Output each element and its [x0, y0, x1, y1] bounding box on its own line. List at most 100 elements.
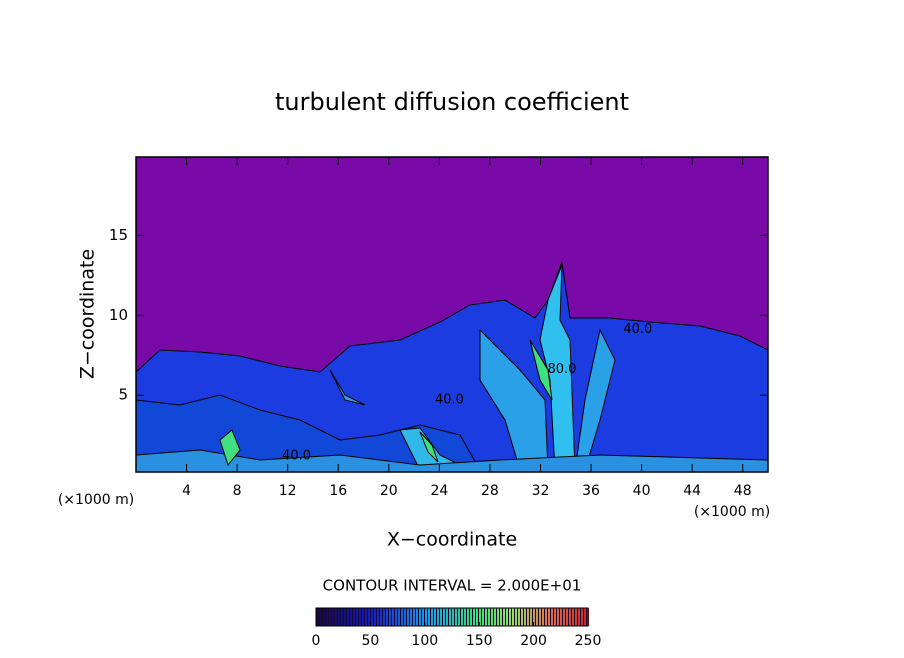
colorbar-swatch [482, 608, 484, 626]
colorbar-tick-label: 250 [575, 633, 602, 649]
colorbar-swatch [368, 608, 370, 626]
colorbar-swatch [359, 608, 361, 626]
colorbar-swatch [458, 608, 460, 626]
colorbar-swatch [491, 608, 493, 626]
y-axis-title: Z−coordinate [77, 249, 99, 379]
colorbar-swatch [317, 608, 319, 626]
colorbar-swatch [347, 608, 349, 626]
colorbar-swatch [371, 608, 373, 626]
colorbar-swatch [545, 608, 547, 626]
colorbar-swatch [398, 608, 400, 626]
colorbar-swatch [413, 608, 415, 626]
colorbar-swatch [425, 608, 427, 626]
colorbar-swatch [467, 608, 469, 626]
colorbar-swatch [488, 608, 490, 626]
colorbar-swatch [434, 608, 436, 626]
colorbar-tick-label: 0 [312, 633, 321, 649]
chart-title: turbulent diffusion coefficient [275, 88, 629, 116]
colorbar-swatch [500, 608, 502, 626]
contour-interval: CONTOUR INTERVAL = 2.000E+01 [323, 577, 582, 595]
field [135, 157, 769, 473]
x-tick-label: 32 [532, 483, 550, 499]
colorbar-swatch [515, 608, 517, 626]
field-streak [529, 339, 553, 401]
colorbar-swatch [329, 608, 331, 626]
field-streak [329, 369, 366, 406]
colorbar-swatch [338, 608, 340, 626]
colorbar-swatch [443, 608, 445, 626]
colorbar-swatch [431, 608, 433, 626]
x-tick-label: 16 [329, 483, 347, 499]
colorbar-swatch [485, 608, 487, 626]
x-tick-label: 28 [481, 483, 499, 499]
colorbar-swatch [539, 608, 541, 626]
colorbar-swatch [422, 608, 424, 626]
colorbar-swatch [497, 608, 499, 626]
x-tick-label: 8 [233, 483, 242, 499]
colorbar-swatch [503, 608, 505, 626]
colorbar-swatch [566, 608, 568, 626]
colorbar-tick-label: 150 [466, 633, 493, 649]
colorbar-swatch [512, 608, 514, 626]
colorbar-swatch [530, 608, 532, 626]
colorbar-swatch [374, 608, 376, 626]
colorbar-swatch [377, 608, 379, 626]
colorbar-swatch [353, 608, 355, 626]
colorbar-swatch [416, 608, 418, 626]
x-tick-label: 40 [633, 483, 651, 499]
colorbar-swatch [473, 608, 475, 626]
contour-label: 40.0 [623, 322, 652, 337]
colorbar-swatch [323, 608, 325, 626]
x-unit-label: (×1000 m) [58, 492, 134, 508]
colorbar-swatch [437, 608, 439, 626]
colorbar-swatch [518, 608, 520, 626]
x-tick-label: 24 [430, 483, 448, 499]
colorbar-swatch [455, 608, 457, 626]
contour-label: 40.0 [282, 449, 311, 464]
colorbar-swatch [410, 608, 412, 626]
colorbar-tick-label: 100 [411, 633, 438, 649]
colorbar-swatch [551, 608, 553, 626]
x-unit-label: (×1000 m) [694, 504, 770, 520]
colorbar-swatch [521, 608, 523, 626]
colorbar-swatch [440, 608, 442, 626]
field-streak [219, 429, 241, 467]
colorbar-swatch [563, 608, 565, 626]
colorbar-swatch [569, 608, 571, 626]
colorbar-swatch [350, 608, 352, 626]
colorbar-swatch [554, 608, 556, 626]
colorbar-swatch [332, 608, 334, 626]
colorbar-swatch [401, 608, 403, 626]
colorbar-swatch [449, 608, 451, 626]
colorbar-swatch [578, 608, 580, 626]
colorbar-tick-label: 200 [520, 633, 547, 649]
colorbar-swatch [584, 608, 586, 626]
colorbar-swatch [428, 608, 430, 626]
x-tick-label: 48 [734, 483, 752, 499]
y-tick-label: 10 [109, 306, 128, 324]
colorbar-swatch [509, 608, 511, 626]
colorbar-swatch [446, 608, 448, 626]
colorbar-swatch [494, 608, 496, 626]
colorbar-swatch [407, 608, 409, 626]
colorbar-swatch [362, 608, 364, 626]
x-tick-label: 36 [582, 483, 600, 499]
colorbar-swatch [572, 608, 574, 626]
field-streak [419, 431, 439, 463]
x-axis-title: X−coordinate [387, 529, 517, 551]
colorbar-swatch [389, 608, 391, 626]
colorbar-swatch [575, 608, 577, 626]
colorbar-swatch [581, 608, 583, 626]
colorbar-swatch [404, 608, 406, 626]
y-tick-label: 5 [118, 386, 128, 404]
colorbar-swatch [536, 608, 538, 626]
colorbar-swatch [452, 608, 454, 626]
contour-label: 40.0 [435, 393, 464, 408]
colorbar-swatch [506, 608, 508, 626]
colorbar-swatch [335, 608, 337, 626]
x-tick-label: 44 [683, 483, 701, 499]
colorbar-swatch [365, 608, 367, 626]
colorbar-frame [315, 607, 589, 627]
contour-label: 80.0 [547, 362, 576, 377]
